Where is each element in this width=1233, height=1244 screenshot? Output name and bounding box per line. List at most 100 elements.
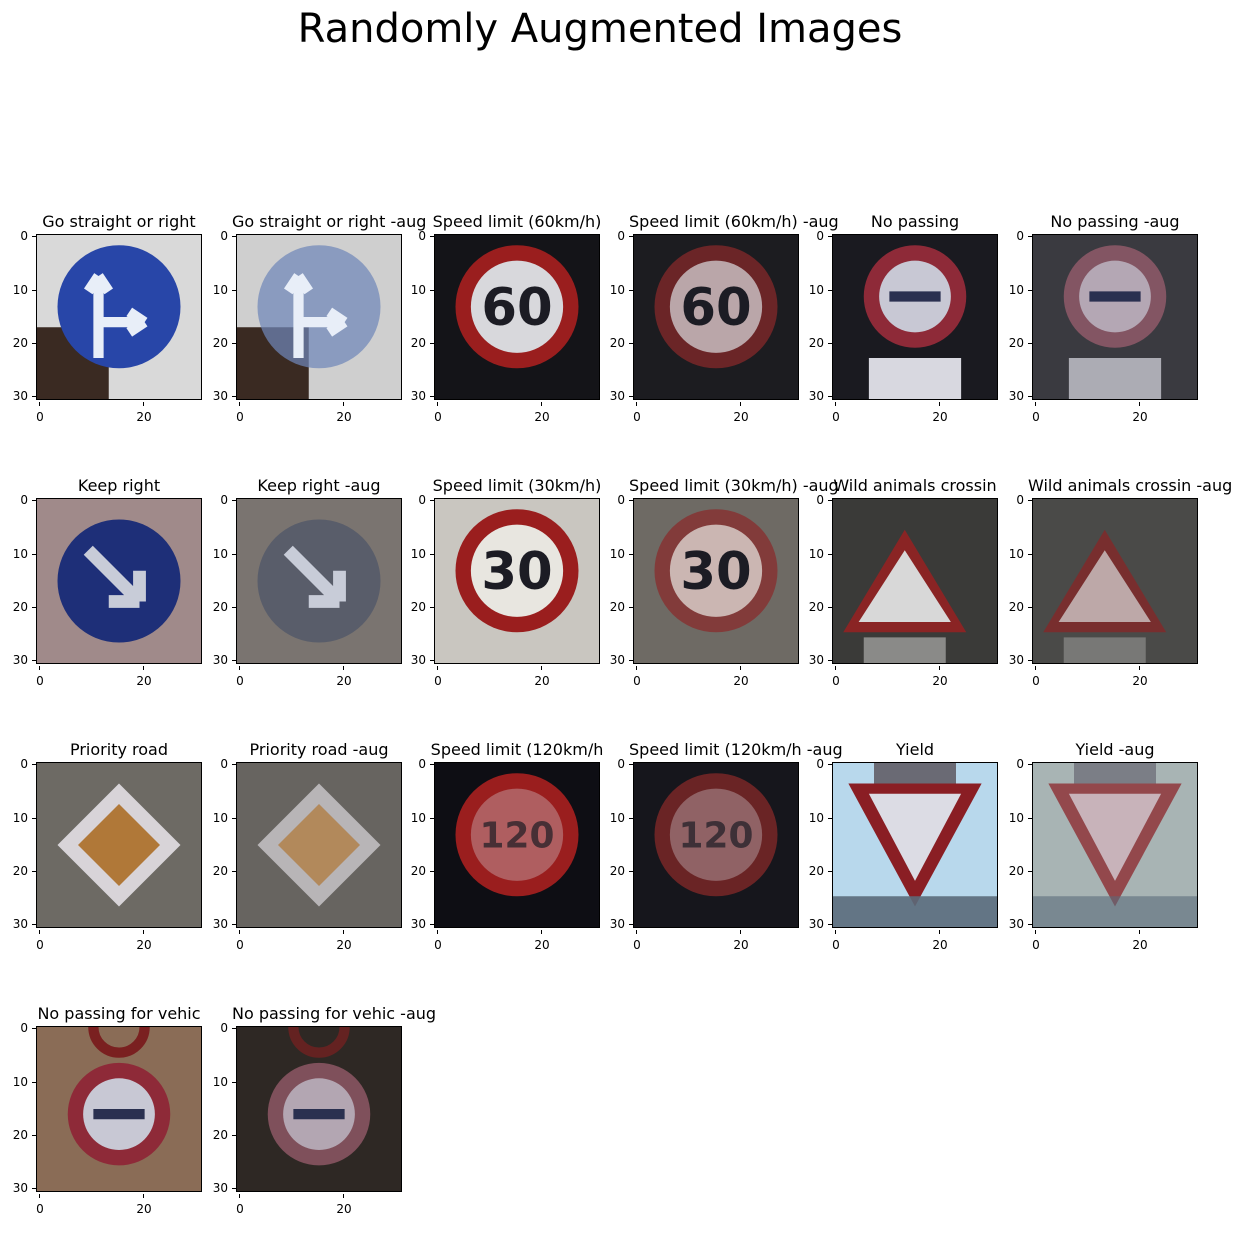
- y-tick-label: 20: [0, 1128, 36, 1142]
- panel-title: Priority road: [69, 740, 168, 759]
- sign-image: [37, 763, 201, 927]
- image-frame: [36, 498, 202, 664]
- panel-title: Go straight or right: [42, 212, 196, 231]
- image-frame: [36, 762, 202, 928]
- panel-title: No passing: [870, 212, 960, 231]
- sign-image: [833, 763, 997, 927]
- sign-image: 30: [435, 499, 599, 663]
- image-panel: Go straight or right 0 10 20 30 0 20: [0, 212, 202, 452]
- y-tick-label: 10: [794, 811, 832, 825]
- image-frame: [236, 234, 402, 400]
- image-frame: 30: [633, 498, 799, 664]
- image-panel: Speed limit (120km/h 120 0 10 20 30 0 20: [396, 740, 604, 980]
- y-tick-label: 20: [994, 336, 1032, 350]
- y-tick-label: 30: [595, 653, 633, 667]
- y-tick-label: 20: [0, 336, 36, 350]
- x-tick-label: 20: [726, 402, 756, 424]
- svg-text:60: 60: [481, 278, 552, 338]
- y-tick-label: 10: [994, 283, 1032, 297]
- y-tick-label: 30: [0, 389, 36, 403]
- image-panel: Wild animals crossin -aug 0 10 20 30 0 20: [996, 476, 1233, 716]
- x-tick-label: 20: [925, 666, 955, 688]
- sign-image: [237, 763, 401, 927]
- x-tick-label: 0: [622, 402, 652, 424]
- sign-image: [37, 499, 201, 663]
- y-tick-label: 20: [0, 600, 36, 614]
- y-tick-label: 20: [198, 336, 236, 350]
- sign-image: [37, 1027, 201, 1191]
- y-tick-label: 10: [198, 811, 236, 825]
- x-tick-label: 20: [129, 930, 159, 952]
- image-panel: Priority road -aug 0 10 20 30 0 20: [198, 740, 402, 980]
- y-tick-label: 10: [0, 1075, 36, 1089]
- y-tick-label: 20: [198, 864, 236, 878]
- x-tick-label: 20: [329, 1194, 359, 1216]
- x-tick-label: 20: [527, 666, 557, 688]
- y-tick-label: 10: [198, 1075, 236, 1089]
- x-tick-label: 0: [225, 1194, 255, 1216]
- y-tick-label: 20: [396, 864, 434, 878]
- panel-title: Priority road -aug: [249, 740, 389, 759]
- panel-title: Go straight or right -aug: [232, 212, 427, 231]
- image-frame: 60: [633, 234, 799, 400]
- image-frame: 120: [633, 762, 799, 928]
- y-tick-label: 0: [595, 493, 633, 507]
- y-tick-label: 20: [595, 864, 633, 878]
- x-tick-label: 20: [129, 402, 159, 424]
- y-tick-label: 30: [396, 653, 434, 667]
- y-tick-label: 10: [595, 547, 633, 561]
- image-panel: Keep right 0 10 20 30 0 20: [0, 476, 202, 716]
- x-tick-label: 0: [622, 930, 652, 952]
- sign-image: 30: [634, 499, 798, 663]
- image-frame: [832, 498, 998, 664]
- image-frame: [832, 762, 998, 928]
- image-frame: [1032, 234, 1198, 400]
- sign-image: 120: [435, 763, 599, 927]
- x-tick-label: 0: [1021, 402, 1051, 424]
- y-tick-label: 30: [994, 389, 1032, 403]
- image-frame: 30: [434, 498, 600, 664]
- image-panel: Yield -aug 0 10 20 30 0 20: [996, 740, 1198, 980]
- y-tick-label: 30: [794, 389, 832, 403]
- x-tick-label: 0: [225, 666, 255, 688]
- y-tick-label: 20: [794, 600, 832, 614]
- image-panel: Speed limit (120km/h -aug 120 0 10 20 30 0 20: [595, 740, 843, 980]
- x-tick-label: 0: [25, 666, 55, 688]
- y-tick-label: 30: [0, 1181, 36, 1195]
- y-tick-label: 30: [396, 389, 434, 403]
- x-tick-label: 0: [821, 930, 851, 952]
- x-tick-label: 0: [622, 666, 652, 688]
- y-tick-label: 20: [396, 336, 434, 350]
- panel-title: No passing -aug: [1050, 212, 1180, 231]
- image-frame: 60: [434, 234, 600, 400]
- y-tick-label: 30: [198, 389, 236, 403]
- x-tick-label: 20: [726, 930, 756, 952]
- svg-text:30: 30: [481, 542, 552, 602]
- image-frame: [1032, 762, 1198, 928]
- sign-image: [237, 1027, 401, 1191]
- y-tick-label: 0: [0, 1021, 36, 1035]
- panel-title: Keep right: [77, 476, 161, 495]
- y-tick-label: 0: [994, 229, 1032, 243]
- y-tick-label: 10: [0, 283, 36, 297]
- sign-image: [1033, 235, 1197, 399]
- sign-image: [1033, 499, 1197, 663]
- panel-title: Wild animals crossin -aug: [1028, 476, 1233, 495]
- y-tick-label: 0: [0, 493, 36, 507]
- sign-image: 60: [634, 235, 798, 399]
- y-tick-label: 0: [198, 757, 236, 771]
- panel-title: Yield -aug: [1075, 740, 1155, 759]
- x-tick-label: 20: [925, 402, 955, 424]
- y-tick-label: 10: [198, 283, 236, 297]
- sign-image: [833, 235, 997, 399]
- y-tick-label: 30: [595, 917, 633, 931]
- panel-title: Yield: [895, 740, 935, 759]
- image-frame: [36, 234, 202, 400]
- y-tick-label: 0: [595, 229, 633, 243]
- figure-title: Randomly Augmented Images: [297, 6, 903, 52]
- y-tick-label: 30: [794, 917, 832, 931]
- panel-title: No passing for vehic: [37, 1004, 201, 1023]
- panel-title: Speed limit (30km/h): [432, 476, 602, 495]
- image-frame: [36, 1026, 202, 1192]
- y-tick-label: 30: [396, 917, 434, 931]
